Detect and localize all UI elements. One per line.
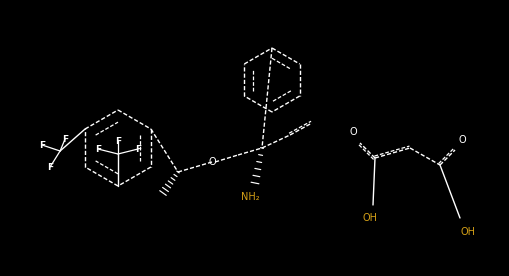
Text: OH: OH bbox=[362, 213, 378, 223]
Text: F: F bbox=[135, 145, 141, 153]
Text: O: O bbox=[208, 157, 216, 167]
Text: F: F bbox=[47, 163, 53, 171]
Text: F: F bbox=[62, 134, 68, 144]
Text: F: F bbox=[115, 137, 121, 145]
Text: NH₂: NH₂ bbox=[241, 192, 259, 202]
Text: F: F bbox=[95, 145, 101, 153]
Text: O: O bbox=[458, 135, 466, 145]
Text: F: F bbox=[39, 140, 45, 150]
Text: O: O bbox=[349, 127, 357, 137]
Text: OH: OH bbox=[461, 227, 475, 237]
